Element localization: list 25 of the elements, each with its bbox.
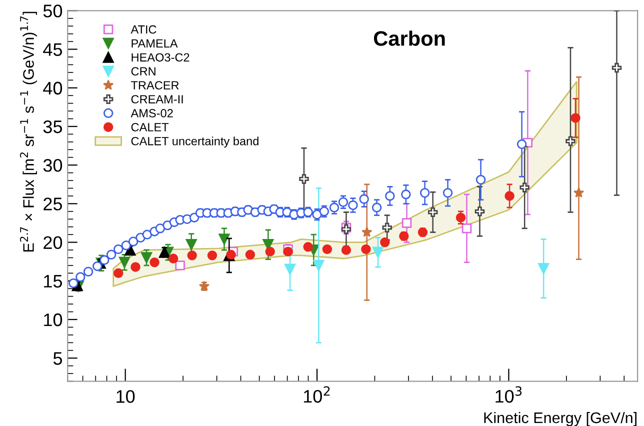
y-tick-label: 40 [43,82,62,95]
legend-label: CALET [131,122,169,132]
legend-label: HEAO3-C2 [132,53,190,62]
legend-label: CREAM-II [131,95,183,104]
legend-label: CRN [131,67,156,76]
legend-label: ATIC [130,25,156,34]
legend-label: AMS-02 [130,109,173,118]
y-tick-label: 45 [43,43,62,56]
y-tick-label: 15 [44,275,62,288]
legend-label: CALET uncertainty band [131,136,258,148]
x-tick-label: 10 [116,390,135,403]
y-tick-label: 30 [43,159,62,172]
y-tick-label: 50 [43,4,62,18]
y-tick-label: 25 [44,198,62,210]
text: Carbon [374,30,445,46]
x-axis-title: Kinetic Energy [GeV/n] [484,412,636,426]
text: E$^{2.7}$ × Flux [m$^{2}$ sr$^{−1}$ s$^{−1}$ (GeV/n)$^{1.7}$] [20,12,37,252]
y-tick-label: 10 [44,313,62,326]
x-tick-label: 10$^{2}$ [304,386,330,403]
y-tick-label: 20 [44,236,62,250]
y-tick-label: 35 [43,120,62,134]
legend-label: TRACER [131,81,179,90]
legend-label: PAMELA [132,39,178,48]
y-tick-label: 5 [53,352,62,365]
x-tick-label: 10$^{3}$ [496,386,522,403]
